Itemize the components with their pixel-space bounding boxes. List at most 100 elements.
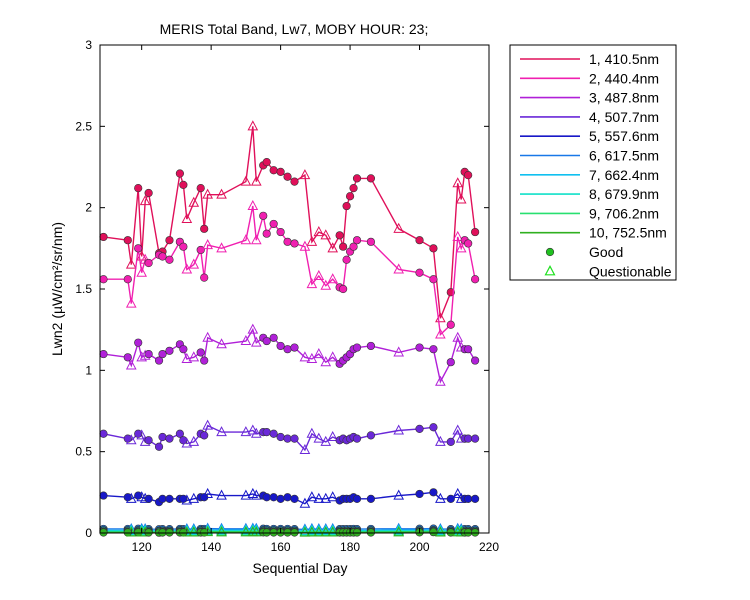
data-point-good [269, 429, 278, 438]
x-axis-label: Sequential Day [253, 560, 348, 576]
x-tick-label: 200 [410, 540, 430, 554]
data-point-good [283, 434, 292, 443]
legend-label: Questionable [589, 263, 672, 279]
data-point-questionable [202, 487, 214, 498]
x-axis: 120 140 160 180 200 220 [132, 45, 499, 554]
data-point-good [99, 429, 108, 438]
data-point-good [415, 489, 424, 499]
data-point-good [276, 167, 285, 176]
data-point-good [276, 341, 285, 351]
data-point-good [134, 244, 143, 253]
data-point-questionable [393, 526, 405, 537]
data-point-good [99, 275, 108, 284]
data-point-questionable [125, 258, 137, 269]
data-point-good [165, 434, 174, 443]
data-point-questionable [306, 352, 318, 363]
legend-label: 1, 410.5nm [589, 51, 659, 67]
legend-marker-questionable [544, 265, 556, 276]
data-point-questionable [299, 526, 311, 537]
data-point-questionable [393, 489, 405, 500]
data-point-questionable [299, 443, 311, 455]
data-point-good [144, 349, 153, 359]
data-point-good [464, 434, 473, 443]
data-point-good [429, 488, 438, 497]
data-point-good [179, 242, 188, 251]
data-point-questionable [320, 279, 332, 290]
data-point-good [366, 431, 376, 440]
data-point-questionable [181, 526, 193, 537]
data-point-questionable [452, 424, 464, 435]
data-point-questionable [136, 266, 148, 277]
data-point-good [471, 434, 480, 443]
data-point-good [158, 432, 167, 442]
legend-label: 7, 662.4nm [589, 167, 659, 183]
data-point-questionable [181, 494, 193, 505]
data-point-good [276, 227, 285, 237]
data-point-questionable [125, 526, 137, 537]
data-point-good [283, 172, 292, 181]
data-point-questionable [455, 193, 467, 204]
data-point-questionable [240, 526, 252, 537]
data-point-questionable [299, 351, 311, 362]
data-point-good [415, 424, 424, 433]
data-point-good [179, 180, 188, 189]
data-point-good [99, 491, 108, 500]
data-point-good [366, 494, 376, 503]
data-point-good [200, 224, 209, 233]
data-point-questionable [313, 432, 325, 443]
data-point-questionable [188, 526, 200, 537]
legend-label: 5, 557.6nm [589, 128, 659, 144]
chart-title: MERIS Total Band, Lw7, MOBY HOUR: 23; [160, 21, 429, 37]
data-point-questionable [240, 489, 252, 500]
data-point-good [290, 494, 299, 503]
data-point-good [290, 343, 299, 352]
x-tick-label: 220 [479, 540, 499, 554]
data-point-questionable [202, 188, 214, 199]
data-point-questionable [188, 351, 200, 362]
data-point-good [269, 219, 278, 229]
y-tick-label: 0 [85, 526, 92, 540]
data-point-good [352, 174, 362, 183]
y-axis: 0 0.5 1 1.5 2 2.5 3 [75, 38, 489, 540]
data-point-good [99, 349, 108, 359]
data-point-good [269, 166, 278, 175]
data-point-good [269, 333, 278, 342]
data-point-questionable [327, 526, 339, 537]
data-point-good [175, 169, 184, 178]
data-point-questionable [320, 229, 332, 240]
data-point-good [158, 252, 167, 261]
data-point-questionable [202, 331, 214, 342]
data-point-questionable [125, 297, 137, 308]
data-point-questionable [299, 497, 311, 508]
data-point-questionable [139, 195, 151, 206]
data-point-questionable [216, 188, 227, 199]
legend-label: 10, 752.5nm [589, 225, 667, 241]
data-point-questionable [181, 437, 193, 448]
y-tick-label: 1.5 [75, 282, 92, 296]
data-point-good [352, 494, 362, 503]
data-point-questionable [452, 230, 464, 241]
data-point-questionable [247, 323, 259, 334]
data-point-questionable [306, 427, 318, 438]
data-point-questionable [202, 419, 214, 430]
data-point-questionable [216, 338, 227, 349]
data-point-good [471, 494, 480, 503]
data-point-good [134, 338, 143, 347]
data-point-questionable [313, 269, 325, 280]
data-point-questionable [306, 278, 318, 289]
data-point-questionable [327, 491, 339, 502]
data-point-good [269, 493, 278, 502]
data-point-good [471, 275, 480, 284]
data-point-questionable [188, 492, 200, 503]
data-point-questionable [393, 263, 405, 274]
data-point-questionable [320, 435, 332, 446]
data-point-questionable [250, 427, 262, 438]
data-point-questionable [216, 426, 227, 437]
data-point-good [154, 356, 164, 365]
data-point-good [349, 184, 358, 193]
data-point-good [429, 423, 438, 432]
legend-label: 8, 679.9nm [589, 186, 659, 202]
data-point-good [200, 356, 209, 365]
data-point-good [200, 431, 209, 440]
data-point-good [196, 184, 205, 193]
